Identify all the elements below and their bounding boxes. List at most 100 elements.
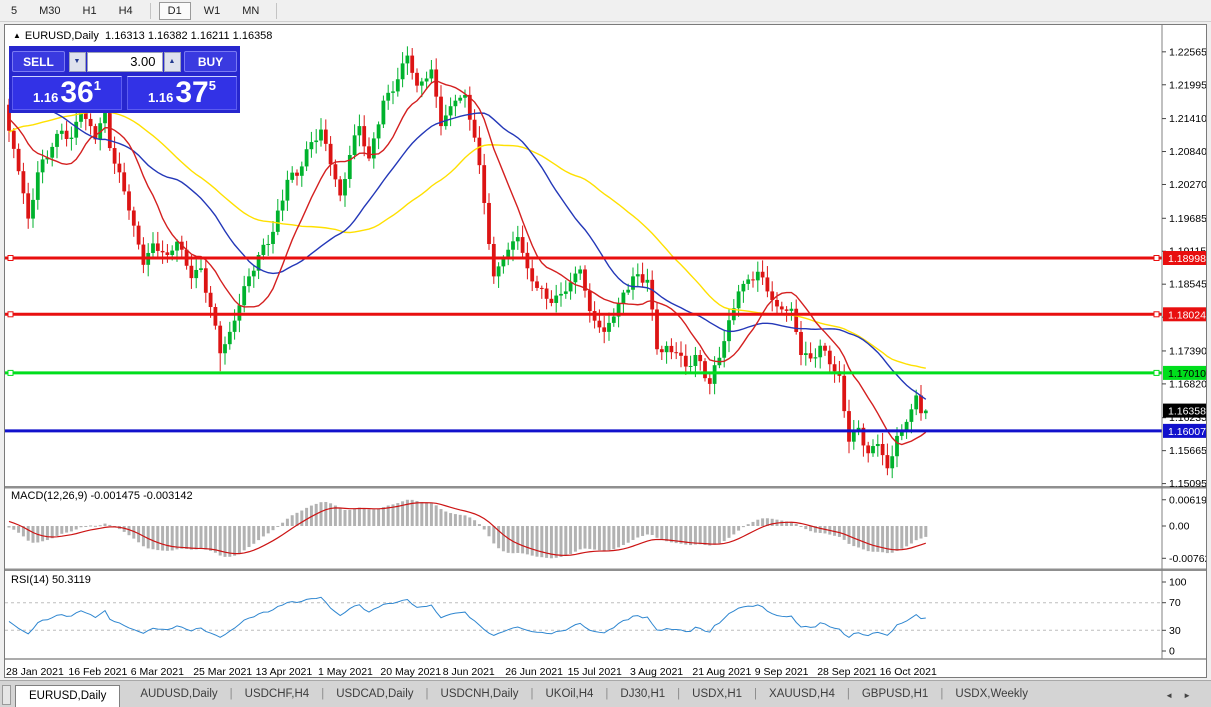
svg-text:26 Jun 2021: 26 Jun 2021 <box>505 666 563 677</box>
svg-text:28 Jan 2021: 28 Jan 2021 <box>6 666 64 677</box>
chart-symbol-label: EURUSD,Daily <box>24 30 99 42</box>
candles-layer <box>7 46 928 479</box>
svg-text:9 Sep 2021: 9 Sep 2021 <box>755 666 809 677</box>
chart-tab[interactable]: XAUUSD,H4 <box>769 688 835 700</box>
svg-text:1.20840: 1.20840 <box>1169 146 1206 158</box>
svg-text:1.15095: 1.15095 <box>1169 478 1206 490</box>
collapse-triangle-icon[interactable]: ▲ <box>13 31 21 40</box>
timeframe-button-h1[interactable]: H1 <box>82 4 97 17</box>
svg-text:100: 100 <box>1169 577 1187 589</box>
sell-price-sup: 1 <box>93 78 101 93</box>
buy-price-small: 1.16 <box>148 90 174 105</box>
sell-price-small: 1.16 <box>33 90 59 105</box>
tab-divider: | <box>605 688 609 700</box>
chart-tab-active[interactable]: EURUSD,Daily <box>15 685 121 707</box>
price-axis-labels: 1.18998 1.18024 1.17010 1.16358 1.16007 <box>1163 251 1206 438</box>
chart-tab[interactable]: UKOil,H4 <box>545 688 594 700</box>
chart-window: 1.22565 1.21995 1.21410 1.20840 1.20270 1.196… <box>4 24 1207 678</box>
rsi-line <box>8 596 926 639</box>
svg-text:1.21995: 1.21995 <box>1169 79 1206 91</box>
svg-text:1.21410: 1.21410 <box>1169 113 1206 125</box>
buy-button[interactable]: BUY <box>184 51 237 72</box>
svg-text:1.17390: 1.17390 <box>1169 345 1206 357</box>
svg-text:1.17010: 1.17010 <box>1168 368 1206 380</box>
timeframe-button-d1[interactable]: D1 <box>158 1 191 20</box>
hlines-layer[interactable] <box>5 255 1162 433</box>
chart-tab[interactable]: USDCNH,Daily <box>440 688 519 700</box>
timeframe-button-h4[interactable]: H4 <box>118 4 133 17</box>
ma-line-30 <box>8 87 927 400</box>
timeframe-button-w1[interactable]: W1 <box>203 4 221 17</box>
svg-text:1.20270: 1.20270 <box>1169 179 1206 191</box>
tab-divider: | <box>530 688 534 700</box>
rsi-pane <box>5 596 1162 639</box>
chart-tab[interactable]: AUDUSD,Daily <box>140 688 218 700</box>
sell-button[interactable]: SELL <box>12 51 65 72</box>
svg-text:70: 70 <box>1169 597 1181 609</box>
tab-gutter <box>2 685 11 705</box>
svg-text:1.18024: 1.18024 <box>1168 309 1206 321</box>
svg-text:1.18998: 1.18998 <box>1168 253 1206 265</box>
ma-line-12 <box>8 79 927 446</box>
chart-tab-bar: EURUSD,Daily AUDUSD,Daily | USDCHF,H4 | USDCA… <box>0 680 1211 707</box>
tab-divider: | <box>321 688 325 700</box>
tab-divider: | <box>754 688 758 700</box>
tab-divider: | <box>677 688 681 700</box>
chart-canvas[interactable]: 1.22565 1.21995 1.21410 1.20840 1.20270 1.196… <box>5 25 1206 677</box>
svg-text:21 Aug 2021: 21 Aug 2021 <box>692 666 751 677</box>
toolbar-separator <box>149 2 151 19</box>
volume-decrease-button[interactable]: ▼ <box>68 51 86 72</box>
svg-text:1.16820: 1.16820 <box>1169 378 1206 390</box>
tab-scroll-left-icon: ◄ <box>1165 691 1184 700</box>
chart-tab[interactable]: USDX,H1 <box>692 688 743 700</box>
chart-ohlc-header: ▲ EURUSD,Daily 1.16313 1.16382 1.16211 1.… <box>13 30 272 42</box>
svg-text:30: 30 <box>1169 625 1181 637</box>
chart-tab[interactable]: USDCHF,H4 <box>244 688 310 700</box>
sell-price-display[interactable]: 1.16 36 1 <box>12 76 122 110</box>
date-axis: 28 Jan 2021 16 Feb 2021 6 Mar 2021 25 Mar 2… <box>6 666 937 677</box>
timeframe-button-5[interactable]: 5 <box>11 4 18 17</box>
volume-increase-button[interactable]: ▲ <box>163 51 181 72</box>
svg-text:20 May 2021: 20 May 2021 <box>380 666 441 677</box>
rsi-indicator-label: RSI(14) 50.3119 <box>11 574 91 586</box>
svg-text:1.19685: 1.19685 <box>1169 213 1206 225</box>
svg-text:25 Mar 2021: 25 Mar 2021 <box>193 666 252 677</box>
svg-text:16 Oct 2021: 16 Oct 2021 <box>880 666 937 677</box>
tab-divider: | <box>229 688 233 700</box>
tab-divider: | <box>425 688 429 700</box>
tab-divider: | <box>846 688 850 700</box>
tab-scroll-right-icon: ► <box>1183 691 1201 700</box>
tab-divider: | <box>940 688 944 700</box>
buy-price-big: 37 <box>175 76 209 109</box>
buy-price-display[interactable]: 1.16 37 5 <box>127 76 237 110</box>
svg-text:1 May 2021: 1 May 2021 <box>318 666 373 677</box>
buy-price-sup: 5 <box>208 78 216 93</box>
timeframe-toolbar: 5 M30 H1 H4 D1 W1 MN <box>0 0 1211 22</box>
volume-input[interactable] <box>86 51 163 72</box>
svg-text:0.006193: 0.006193 <box>1169 494 1206 506</box>
chart-tab[interactable]: USDCAD,Daily <box>336 688 414 700</box>
chart-tab[interactable]: DJ30,H1 <box>620 688 666 700</box>
svg-text:-0.007621: -0.007621 <box>1169 553 1206 565</box>
down-arrow-icon: ▼ <box>73 58 81 65</box>
svg-text:8 Jun 2021: 8 Jun 2021 <box>443 666 495 677</box>
toolbar-separator <box>276 2 278 19</box>
svg-text:1.16007: 1.16007 <box>1168 426 1206 438</box>
macd-pane <box>7 499 928 559</box>
svg-text:6 Mar 2021: 6 Mar 2021 <box>131 666 184 677</box>
svg-text:1.18545: 1.18545 <box>1169 279 1206 291</box>
svg-text:0: 0 <box>1169 646 1175 658</box>
chart-tab[interactable]: USDX,Weekly <box>955 688 1028 700</box>
svg-text:1.22565: 1.22565 <box>1169 46 1206 58</box>
tab-scroll-arrows[interactable]: ◄► <box>1165 691 1211 707</box>
chart-tab[interactable]: GBPUSD,H1 <box>861 688 929 700</box>
macd-signal-line <box>8 502 926 556</box>
svg-text:3 Aug 2021: 3 Aug 2021 <box>630 666 683 677</box>
chart-ohlc-values: 1.16313 1.16382 1.16211 1.16358 <box>105 30 273 42</box>
svg-text:16 Feb 2021: 16 Feb 2021 <box>68 666 127 677</box>
timeframe-button-m30[interactable]: M30 <box>39 4 61 17</box>
timeframe-button-mn[interactable]: MN <box>242 4 260 17</box>
macd-indicator-label: MACD(12,26,9) -0.001475 -0.003142 <box>11 490 193 502</box>
sell-price-big: 36 <box>60 76 94 109</box>
